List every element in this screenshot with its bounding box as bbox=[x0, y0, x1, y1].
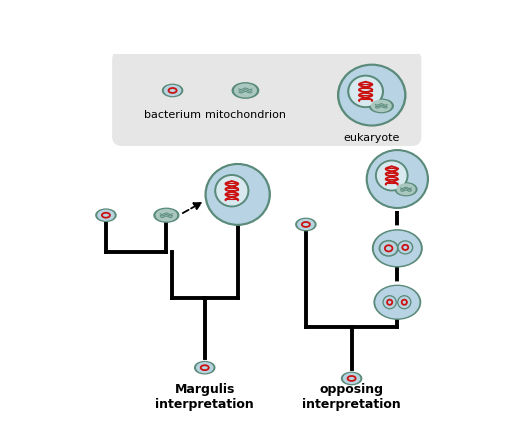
Text: opposing
interpretation: opposing interpretation bbox=[302, 383, 401, 411]
Ellipse shape bbox=[400, 242, 411, 252]
Text: bacterium: bacterium bbox=[144, 110, 201, 120]
Ellipse shape bbox=[381, 242, 396, 255]
Ellipse shape bbox=[398, 241, 413, 254]
Ellipse shape bbox=[96, 209, 116, 221]
Ellipse shape bbox=[215, 175, 249, 207]
Ellipse shape bbox=[232, 83, 259, 98]
Ellipse shape bbox=[370, 99, 393, 113]
Ellipse shape bbox=[342, 372, 362, 384]
Text: Margulis
interpretation: Margulis interpretation bbox=[155, 383, 254, 411]
Ellipse shape bbox=[376, 287, 419, 318]
Ellipse shape bbox=[296, 218, 316, 231]
Ellipse shape bbox=[395, 183, 417, 196]
Ellipse shape bbox=[340, 66, 404, 124]
Ellipse shape bbox=[369, 152, 426, 206]
Ellipse shape bbox=[343, 374, 360, 384]
Ellipse shape bbox=[350, 77, 381, 106]
Text: eukaryote: eukaryote bbox=[343, 133, 400, 143]
Ellipse shape bbox=[374, 231, 420, 265]
Ellipse shape bbox=[399, 297, 410, 307]
FancyBboxPatch shape bbox=[112, 50, 422, 146]
Ellipse shape bbox=[195, 362, 215, 374]
Ellipse shape bbox=[373, 230, 422, 267]
Ellipse shape bbox=[235, 84, 256, 97]
Ellipse shape bbox=[217, 177, 247, 205]
Ellipse shape bbox=[366, 150, 428, 208]
Ellipse shape bbox=[397, 184, 415, 194]
Ellipse shape bbox=[338, 64, 406, 126]
Ellipse shape bbox=[207, 166, 268, 223]
Ellipse shape bbox=[372, 100, 391, 112]
Ellipse shape bbox=[156, 210, 176, 221]
Ellipse shape bbox=[379, 240, 398, 256]
Ellipse shape bbox=[384, 297, 395, 307]
Ellipse shape bbox=[164, 86, 181, 95]
Text: mitochondrion: mitochondrion bbox=[205, 110, 286, 120]
Ellipse shape bbox=[398, 296, 411, 309]
Ellipse shape bbox=[348, 75, 383, 107]
Ellipse shape bbox=[383, 296, 396, 309]
Ellipse shape bbox=[298, 219, 314, 229]
Ellipse shape bbox=[205, 164, 270, 225]
Ellipse shape bbox=[154, 208, 179, 222]
Ellipse shape bbox=[375, 160, 408, 191]
Ellipse shape bbox=[163, 84, 183, 97]
Ellipse shape bbox=[377, 162, 406, 189]
Ellipse shape bbox=[374, 285, 421, 319]
Ellipse shape bbox=[98, 211, 114, 220]
Ellipse shape bbox=[197, 363, 213, 372]
